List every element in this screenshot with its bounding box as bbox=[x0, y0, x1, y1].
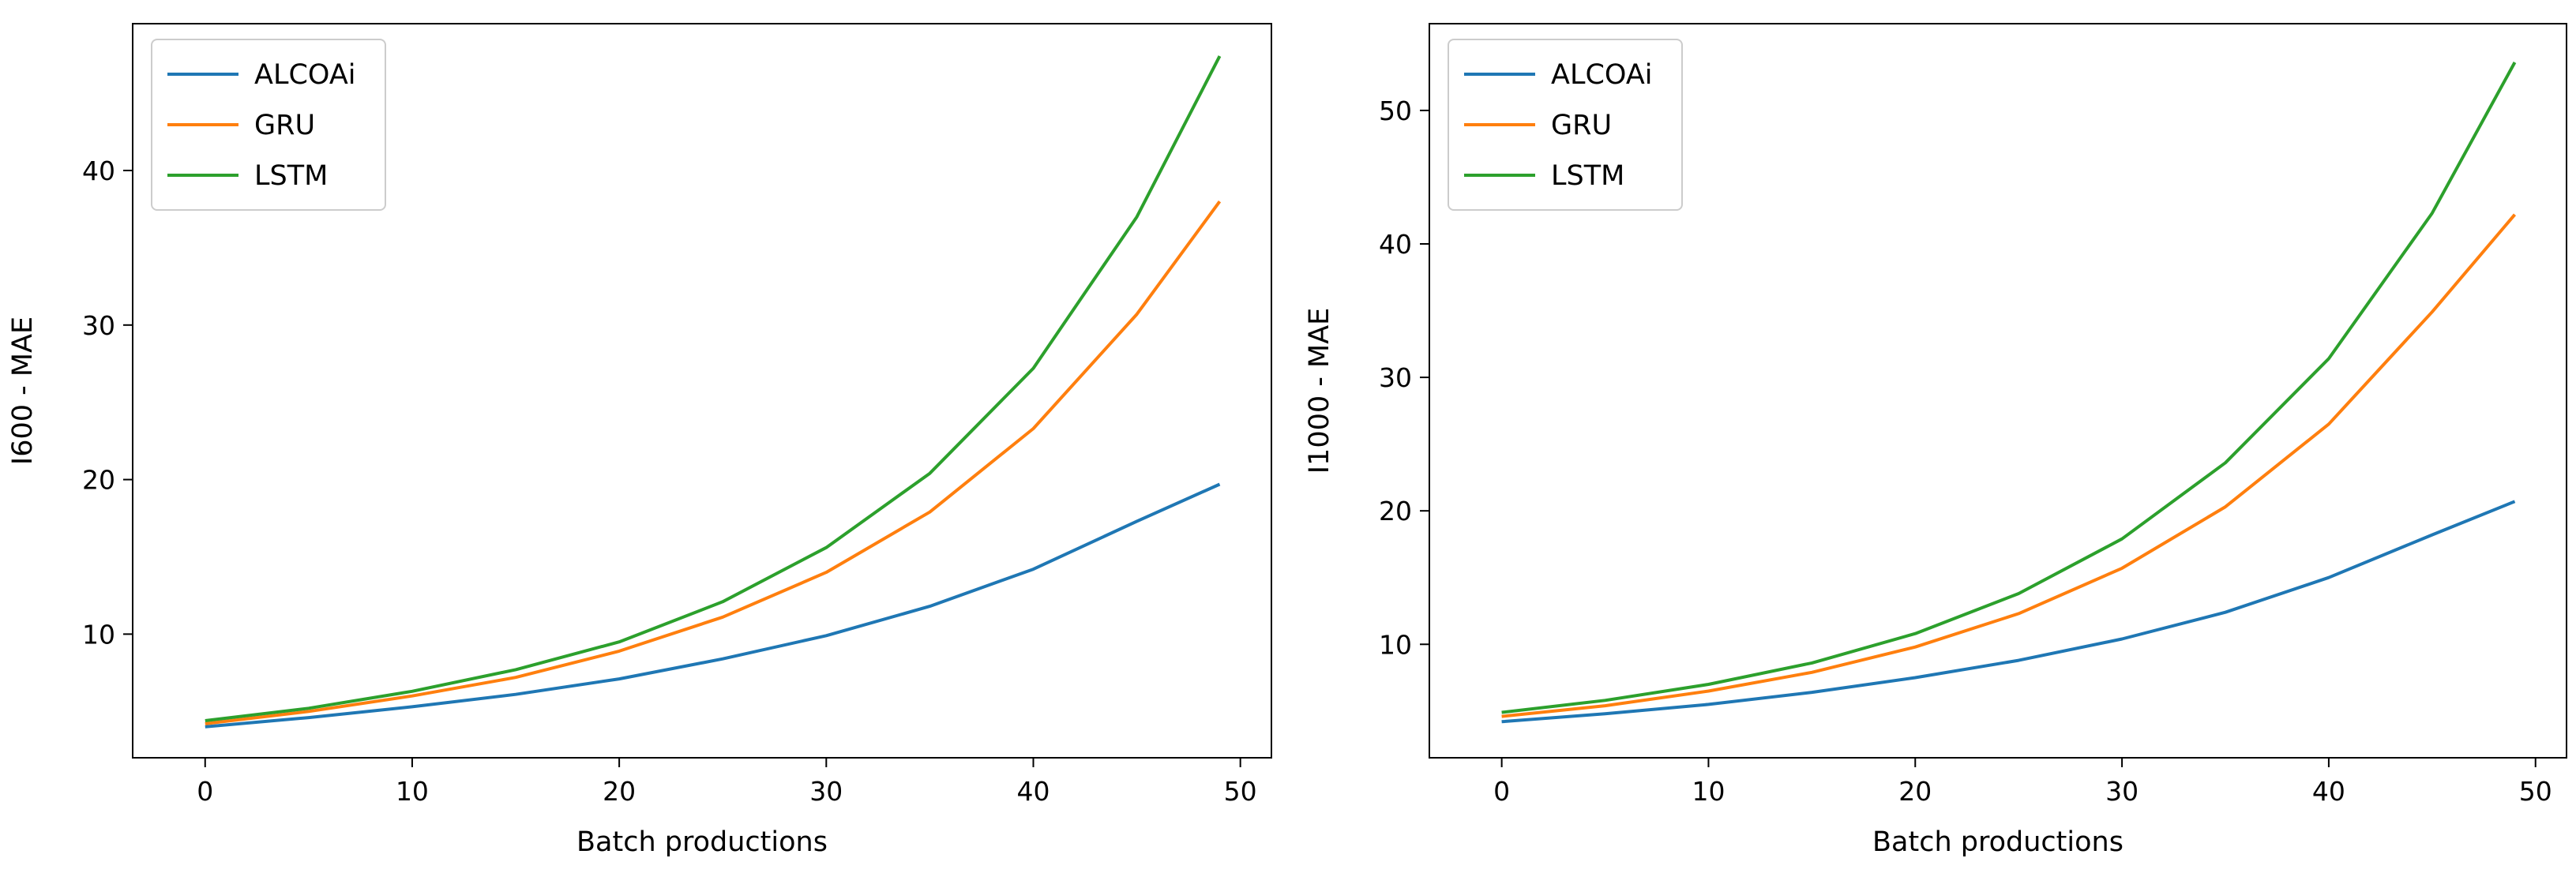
series-line-gru bbox=[1501, 213, 2517, 718]
series-line-gru bbox=[205, 200, 1222, 725]
x-tick-label: 10 bbox=[1692, 776, 1725, 807]
y-tick-label: 30 bbox=[82, 310, 115, 341]
x-tick-label: 40 bbox=[1016, 776, 1050, 807]
legend-label: GRU bbox=[1551, 110, 1612, 141]
x-tick-label: 40 bbox=[2312, 776, 2345, 807]
legend-box bbox=[151, 39, 386, 211]
x-tick-label: 10 bbox=[396, 776, 429, 807]
x-tick-label: 50 bbox=[2519, 776, 2552, 807]
y-tick-label: 20 bbox=[1379, 496, 1412, 526]
x-tick-label: 0 bbox=[1493, 776, 1510, 807]
y-tick-label: 10 bbox=[1379, 629, 1412, 660]
series-line-alcoai bbox=[205, 482, 1221, 729]
y-tick-label: 30 bbox=[1379, 362, 1412, 393]
axes-frame bbox=[132, 23, 1272, 759]
legend-label: LSTM bbox=[1551, 160, 1624, 192]
y-tick-label: 20 bbox=[82, 465, 115, 496]
series-line-lstm bbox=[205, 55, 1222, 722]
axes-frame bbox=[1429, 23, 2567, 759]
y-tick-label: 40 bbox=[82, 155, 115, 186]
legend-label: ALCOAi bbox=[254, 59, 355, 91]
series-line-alcoai bbox=[1501, 500, 2516, 724]
y-axis-label: I1000 - MAE bbox=[1304, 308, 1335, 474]
y-axis-label: I600 - MAE bbox=[7, 317, 39, 465]
x-tick-label: 20 bbox=[1898, 776, 1932, 807]
legend-label: LSTM bbox=[254, 160, 328, 192]
x-tick-label: 20 bbox=[603, 776, 636, 807]
chart-panel-1: 0 10 20 30 40 50 10 20 30 40 Batch productions I600… bbox=[7, 23, 1272, 858]
y-tick-label: 50 bbox=[1379, 96, 1412, 126]
y-tick-label: 40 bbox=[1379, 229, 1412, 260]
legend-label: ALCOAi bbox=[1551, 59, 1652, 91]
x-tick-label: 50 bbox=[1224, 776, 1257, 807]
legend-box bbox=[1448, 39, 1683, 211]
y-tick-label: 10 bbox=[82, 619, 115, 650]
legend-label: GRU bbox=[254, 110, 315, 141]
x-tick-label: 30 bbox=[2105, 776, 2139, 807]
series-line-lstm bbox=[1501, 62, 2517, 714]
x-tick-label: 0 bbox=[197, 776, 213, 807]
x-axis-label: Batch productions bbox=[1872, 826, 2124, 858]
x-tick-label: 30 bbox=[809, 776, 843, 807]
x-axis-label: Batch productions bbox=[576, 826, 828, 858]
chart-panel-2: 0 10 20 30 40 50 10 20 30 40 50 Batch productions I1… bbox=[1304, 23, 2567, 858]
